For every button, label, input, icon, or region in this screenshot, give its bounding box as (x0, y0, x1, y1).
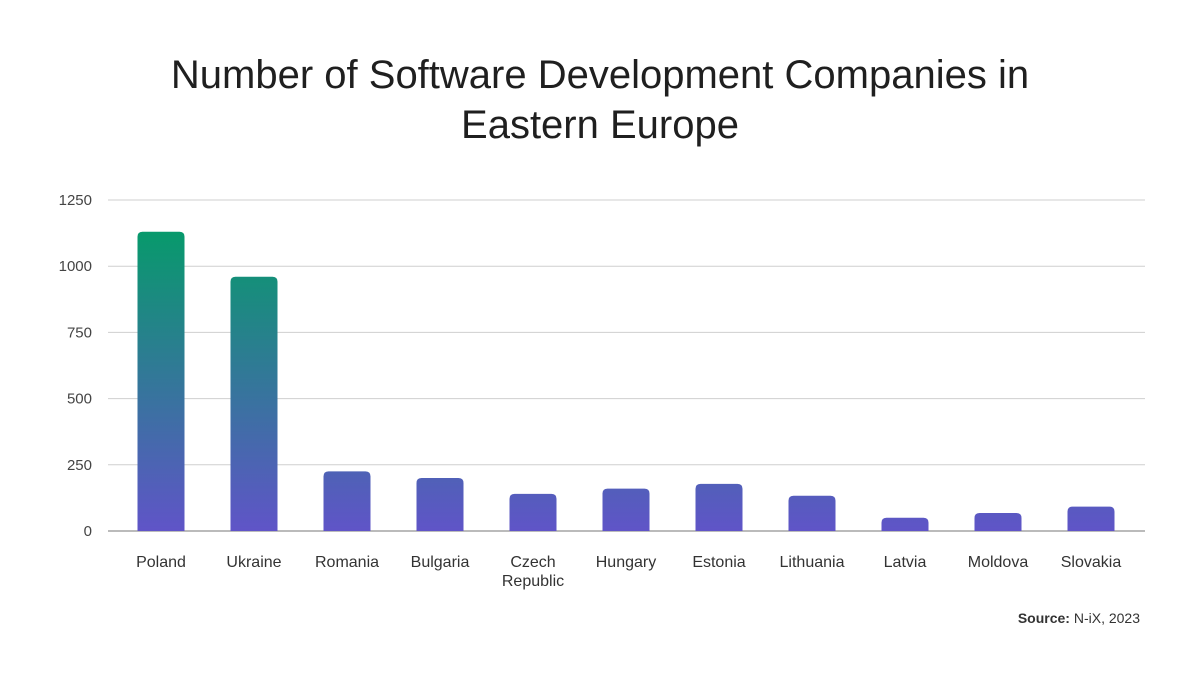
x-tick-label-line: Republic (502, 573, 564, 590)
x-tick-label: Ukraine (226, 554, 281, 571)
y-tick-label: 1250 (59, 192, 92, 209)
bar (881, 517, 929, 531)
x-tick-label-line: Romania (315, 554, 379, 571)
category-labels: Poland Ukraine Romania Bulgaria Czech Republi… (136, 554, 1121, 590)
x-tick-label-line: Estonia (692, 554, 745, 571)
x-tick-label-line: Bulgaria (411, 554, 470, 571)
x-tick-label: Estonia (692, 554, 745, 571)
bars (137, 231, 1115, 531)
x-tick-label: Poland (136, 554, 186, 571)
y-tick-label: 250 (67, 457, 92, 474)
bar (416, 478, 464, 531)
source-note: Source: N-iX, 2023 (1018, 610, 1140, 626)
y-tick-label: 1000 (59, 258, 92, 275)
bar (230, 276, 278, 531)
x-tick-label: Lithuania (780, 554, 845, 571)
chart-title: Number of Software Development Companies… (0, 50, 1200, 150)
y-tick-labels: 0 250 500 750 1000 1250 (59, 192, 92, 540)
x-tick-label-line: Slovakia (1061, 554, 1122, 571)
x-tick-label: Czech Republic (502, 554, 564, 590)
x-tick-label-line: Hungary (596, 554, 656, 571)
bar (137, 231, 185, 531)
x-tick-label: Romania (315, 554, 379, 571)
bar (695, 483, 743, 531)
bar (509, 493, 557, 531)
source-label: Source: (1017, 610, 1070, 626)
x-tick-label-line: Poland (136, 554, 186, 571)
bar (602, 488, 650, 531)
x-tick-label: Slovakia (1061, 554, 1122, 571)
bar (974, 512, 1022, 531)
y-tick-label: 750 (67, 324, 92, 341)
bar (323, 471, 371, 531)
chart-title-line-2: Eastern Europe (461, 103, 739, 147)
source-text: N-iX, 2023 (1073, 610, 1140, 626)
x-tick-label-line: Latvia (884, 554, 927, 571)
x-tick-label: Bulgaria (411, 554, 470, 571)
x-tick-label-line: Ukraine (226, 554, 281, 571)
x-tick-label: Hungary (596, 554, 656, 571)
y-tick-label: 0 (84, 523, 92, 540)
bar (788, 495, 836, 531)
y-tick-label: 500 (67, 391, 92, 408)
x-tick-label: Moldova (968, 554, 1029, 571)
x-tick-label-line: Moldova (968, 554, 1029, 571)
bar (1067, 506, 1115, 531)
chart-title-line-1: Number of Software Development Companies… (170, 53, 1030, 97)
x-tick-label: Latvia (884, 554, 927, 571)
x-tick-label-line: Czech (510, 554, 555, 571)
x-tick-label-line: Lithuania (780, 554, 845, 571)
